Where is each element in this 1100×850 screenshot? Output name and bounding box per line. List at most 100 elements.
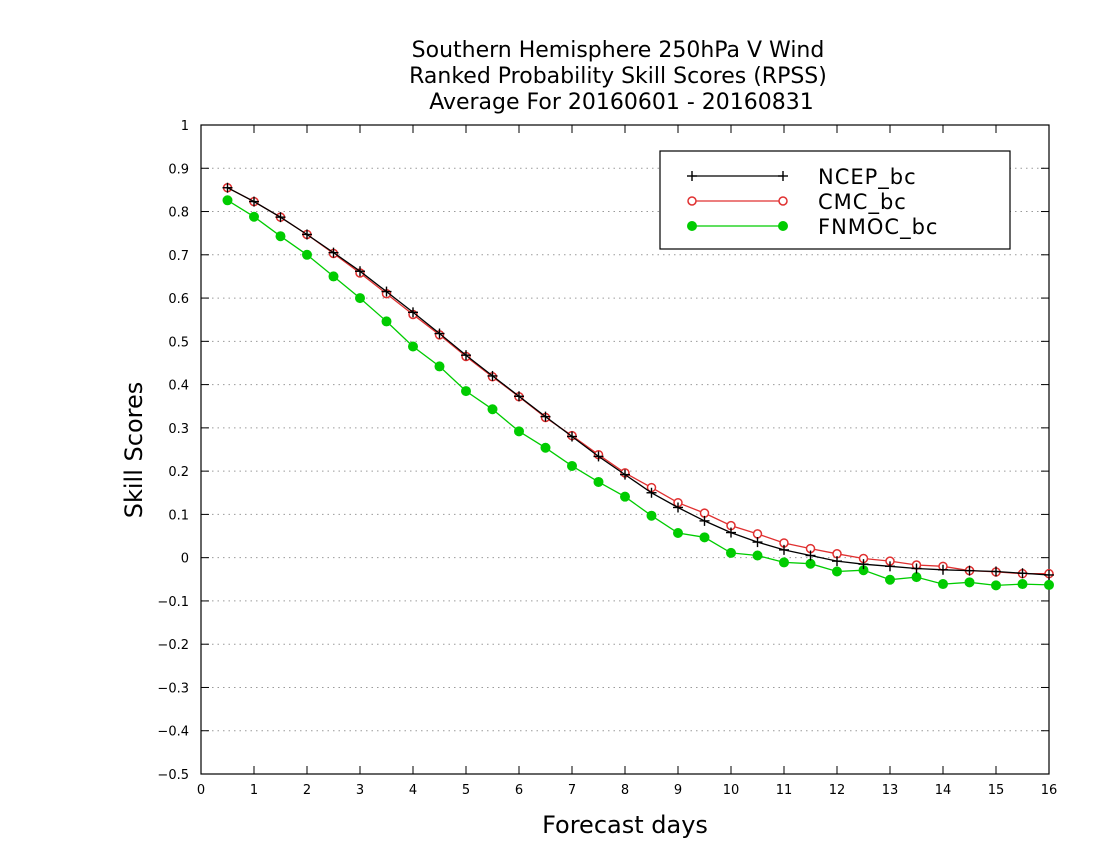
data-point-plus	[699, 515, 710, 526]
x-tick-label: 9	[674, 783, 682, 798]
data-point-plus	[832, 556, 842, 567]
data-point-plus	[249, 196, 259, 207]
x-axis-label: Forecast days	[542, 811, 708, 839]
data-point-plus	[593, 451, 604, 462]
x-axis: 0 1 2 3 4 5 6 7 8 9 10 11 12 13 14 15 16	[197, 125, 1057, 798]
data-point-filled-circle	[328, 271, 339, 282]
x-tick-label: 13	[882, 783, 899, 798]
data-point-filled-circle	[805, 558, 816, 569]
y-tick-label: 0.5	[168, 335, 189, 350]
data-point-filled-circle	[275, 231, 286, 242]
x-tick-label: 15	[988, 783, 1005, 798]
data-point-plus	[673, 502, 683, 513]
legend-item-cmc-bc: CMC_bc	[687, 190, 906, 215]
x-tick-label: 7	[568, 783, 576, 798]
data-point-filled-circle	[646, 510, 657, 521]
data-point-filled-circle	[249, 211, 259, 222]
data-point-open-circle	[687, 196, 697, 206]
x-tick-label: 1	[250, 783, 258, 798]
x-tick-label: 12	[829, 783, 846, 798]
x-tick-label: 10	[723, 783, 740, 798]
y-tick-label: −0.4	[157, 725, 189, 740]
data-point-filled-circle	[699, 532, 710, 543]
data-point-plus	[461, 350, 471, 361]
legend-label: NCEP_bc	[818, 165, 917, 190]
data-point-filled-circle	[302, 249, 312, 260]
data-point-plus	[646, 487, 657, 498]
y-axis: −0.5 −0.4 −0.3 −0.2 −0.1 0 0.1 0.2 0.3 0.4 0.5 0.6 0…	[157, 119, 1049, 783]
data-point-filled-circle	[434, 361, 445, 372]
series-line-fnmoc-bc	[227, 199, 1050, 587]
data-point-plus	[487, 370, 498, 381]
data-point-plus	[514, 391, 524, 402]
data-point-filled-circle	[593, 476, 604, 487]
data-point-filled-circle	[885, 574, 895, 585]
data-point-plus	[222, 182, 233, 193]
data-point-plus	[302, 229, 312, 240]
y-tick-label: 0.9	[168, 162, 189, 177]
data-point-filled-circle	[355, 293, 365, 304]
data-point-plus	[752, 537, 763, 548]
title-line-1: Southern Hemisphere 250hPa V Wind	[412, 38, 825, 63]
data-point-filled-circle	[778, 221, 788, 231]
data-point-plus	[687, 171, 697, 181]
y-tick-label: −0.5	[157, 768, 189, 783]
data-point-plus	[620, 469, 630, 480]
data-point-filled-circle	[752, 550, 763, 561]
title-line-2: Ranked Probability Skill Scores (RPSS)	[409, 64, 827, 89]
data-point-filled-circle	[567, 460, 577, 471]
y-tick-label: −0.3	[157, 681, 189, 696]
title-line-3: Average For 20160601 - 20160831	[422, 90, 814, 115]
y-tick-label: 0.2	[168, 465, 189, 480]
data-point-filled-circle	[726, 547, 736, 558]
data-point-plus	[381, 286, 392, 297]
x-tick-label: 5	[462, 783, 470, 798]
data-point-filled-circle	[408, 341, 418, 352]
y-tick-label: −0.1	[157, 595, 189, 610]
x-tick-label: 16	[1041, 783, 1058, 798]
data-point-filled-circle	[514, 426, 524, 437]
data-point-plus	[1017, 568, 1028, 579]
grid-lines	[201, 167, 1049, 732]
data-point-plus	[938, 564, 948, 575]
data-point-filled-circle	[540, 442, 551, 453]
data-point-filled-circle	[620, 491, 630, 502]
data-point-plus	[328, 247, 339, 258]
data-point-filled-circle	[381, 316, 392, 327]
data-point-plus	[540, 411, 551, 422]
data-point-plus	[964, 565, 975, 576]
data-point-plus	[1044, 569, 1054, 580]
data-point-filled-circle	[461, 386, 471, 397]
data-point-plus	[355, 266, 365, 277]
data-point-filled-circle	[487, 404, 498, 415]
data-point-filled-circle	[964, 577, 975, 588]
legend-item-fnmoc-bc: FNMOC_bc	[687, 215, 937, 240]
x-tick-label: 8	[621, 783, 629, 798]
data-point-plus	[805, 550, 816, 561]
data-point-plus	[726, 527, 736, 538]
data-point-filled-circle	[673, 528, 683, 539]
series-fnmoc-bc	[222, 195, 1054, 591]
x-tick-label: 14	[935, 783, 952, 798]
data-point-plus	[991, 566, 1001, 577]
data-point-plus	[275, 212, 286, 223]
x-tick-label: 2	[303, 783, 311, 798]
data-point-open-circle	[778, 196, 788, 206]
y-tick-label: 1	[181, 119, 189, 134]
data-point-plus	[778, 171, 788, 181]
legend-item-ncep-bc: NCEP_bc	[687, 165, 917, 190]
data-point-plus	[567, 431, 577, 442]
data-point-filled-circle	[779, 557, 789, 568]
data-point-plus	[858, 559, 869, 570]
y-tick-label: 0.8	[168, 206, 189, 221]
y-tick-label: −0.2	[157, 638, 189, 653]
x-tick-label: 4	[409, 783, 417, 798]
data-point-filled-circle	[911, 572, 922, 583]
series-layer	[222, 182, 1054, 591]
x-tick-label: 11	[776, 783, 793, 798]
y-tick-label: 0.7	[168, 249, 189, 264]
x-tick-label: 6	[515, 783, 523, 798]
data-point-open-circle	[752, 529, 763, 539]
